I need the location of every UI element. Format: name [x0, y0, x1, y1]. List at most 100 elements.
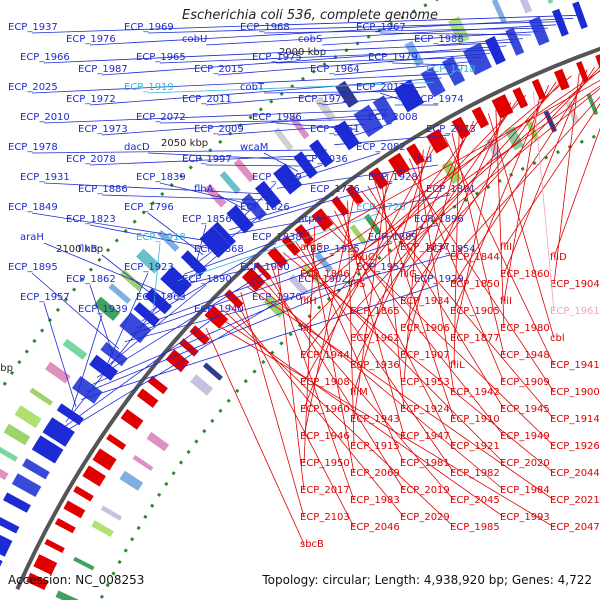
forward-leader-line: [141, 242, 277, 322]
reverse-gene-arrow: [147, 375, 168, 395]
reverse-leader-line: [453, 128, 460, 366]
cog-feature-band: [190, 374, 213, 396]
forward-leader-line: [275, 57, 482, 64]
reverse-gene-arrow: [311, 208, 334, 232]
reverse-leader-line: [252, 280, 505, 491]
scale-label: 2100 kbp: [56, 244, 103, 255]
reverse-gene-label: ECP_2017: [300, 485, 350, 496]
reverse-gene-arrow: [54, 518, 76, 534]
reverse-leader-line: [303, 70, 600, 275]
forward-leader-line: [159, 182, 257, 207]
forward-gene-label: ECP_2082: [356, 142, 406, 153]
reverse-gene-label: ECP_1926: [550, 441, 600, 452]
forward-leader-line: [190, 212, 265, 268]
forward-gene-label: wcaM: [240, 142, 268, 153]
cog-feature-band: [62, 338, 88, 360]
forward-gene-label: flhB: [78, 244, 98, 255]
reverse-gene-label: ECP_1936: [350, 360, 400, 371]
cog-feature-band: [491, 0, 507, 24]
forward-leader-line: [89, 284, 114, 357]
scale-label: 2000 kbp: [279, 47, 326, 58]
cog-feature-band: [519, 0, 533, 14]
forward-gene-label: ECP_2051: [310, 124, 360, 135]
reverse-gene-label: ECP_1924: [400, 404, 450, 415]
reverse-gene-label: ECP_2019: [400, 485, 450, 496]
forward-leader-line: [31, 149, 328, 154]
reverse-gene-arrow: [26, 572, 49, 590]
reverse-gene-arrow: [595, 54, 600, 70]
reverse-gene-label: ECP_2103: [300, 512, 350, 523]
forward-leader-line: [276, 164, 439, 189]
reverse-gene-label: ECP_1980: [500, 323, 550, 334]
reverse-leader-line: [533, 91, 555, 312]
forward-leader-line: [89, 154, 320, 166]
reverse-leader-line: [282, 252, 555, 474]
forward-gene-label: ECP_1957: [20, 292, 70, 303]
forward-gene-label: ECP_1971: [298, 94, 348, 105]
forward-gene-arrow: [3, 492, 31, 513]
forward-gene-label: ECP_1902: [298, 274, 348, 285]
cog-feature-band: [29, 387, 53, 406]
forward-gene-label: ECP_2073: [426, 124, 476, 135]
reverse-leader-line: [403, 66, 600, 275]
reverse-leader-line: [321, 220, 555, 447]
reverse-leader-line: [503, 69, 588, 275]
forward-gene-label: ECP_1975: [252, 52, 302, 63]
cog-feature-band: [233, 158, 256, 183]
reverse-gene-arrow: [406, 143, 425, 166]
forward-gene-arrow: [212, 221, 236, 246]
cog-feature-band: [136, 248, 162, 274]
forward-gene-arrow: [89, 354, 118, 381]
cog-feature-band: [288, 274, 308, 296]
forward-leader-line: [101, 194, 264, 201]
reverse-gene-arrow: [189, 325, 210, 345]
forward-leader-line: [31, 272, 120, 350]
outer-marker-ring: [0, 0, 440, 394]
forward-leader-line: [43, 109, 388, 124]
forward-gene-label: ECP_1849: [8, 202, 58, 213]
reverse-gene-arrow: [44, 538, 65, 553]
forward-leader-line: [101, 45, 507, 76]
forward-gene-label: ECP_2008: [368, 112, 418, 123]
reverse-leader-line: [367, 185, 505, 410]
reverse-gene-label: ECP_1984: [500, 485, 550, 496]
forward-leader-line: [31, 73, 450, 94]
forward-leader-line: [96, 272, 265, 378]
forward-gene-arrow: [11, 473, 42, 497]
reverse-leader-line: [334, 210, 455, 447]
forward-gene-label: ECP_1937: [8, 22, 58, 33]
forward-gene-label: cobS: [298, 34, 322, 45]
cog-feature-band: [202, 362, 223, 381]
forward-leader-line: [222, 194, 451, 237]
accession-label: Accession: NC_008253: [8, 573, 145, 587]
map-title: Escherichia coli 536, complete genome: [182, 8, 438, 23]
forward-leader-line: [379, 92, 403, 101]
forward-gene-label: ECP_1930: [240, 262, 290, 273]
reverse-gene-arrow: [491, 94, 514, 119]
forward-gene-label: cobT: [240, 82, 265, 93]
forward-gene-arrow: [22, 458, 50, 480]
reverse-gene-label: ECP_1905: [450, 306, 500, 317]
forward-gene-arrow: [31, 435, 64, 464]
forward-gene-label: ntpA: [298, 214, 322, 225]
forward-gene-label: ECP_2036: [298, 154, 348, 165]
forward-leader-line: [89, 77, 442, 106]
reverse-gene-label: sbcB: [300, 539, 324, 550]
forward-leader-line: [60, 314, 219, 430]
reverse-gene-arrow: [254, 261, 272, 280]
cog-feature-band: [504, 126, 524, 151]
forward-leader-line: [159, 49, 499, 64]
cog-feature-band: [0, 446, 18, 462]
reverse-gene-label: ECP_1850: [450, 279, 500, 290]
reverse-gene-label: ECP_1860: [500, 269, 550, 280]
forward-gene-arrow: [100, 341, 128, 367]
forward-gene-label: ECP_1968: [240, 22, 290, 33]
reverse-gene-label: ECP_1941: [550, 360, 600, 371]
reverse-gene-arrow: [136, 388, 159, 408]
reverse-gene-label: fliD: [550, 252, 567, 263]
forward-gene-label: ECP_1964: [310, 64, 360, 75]
reverse-gene-arrow: [554, 68, 570, 91]
forward-leader-line: [229, 182, 393, 231]
cog-feature-band: [525, 118, 540, 141]
forward-leader-line: [159, 119, 372, 124]
